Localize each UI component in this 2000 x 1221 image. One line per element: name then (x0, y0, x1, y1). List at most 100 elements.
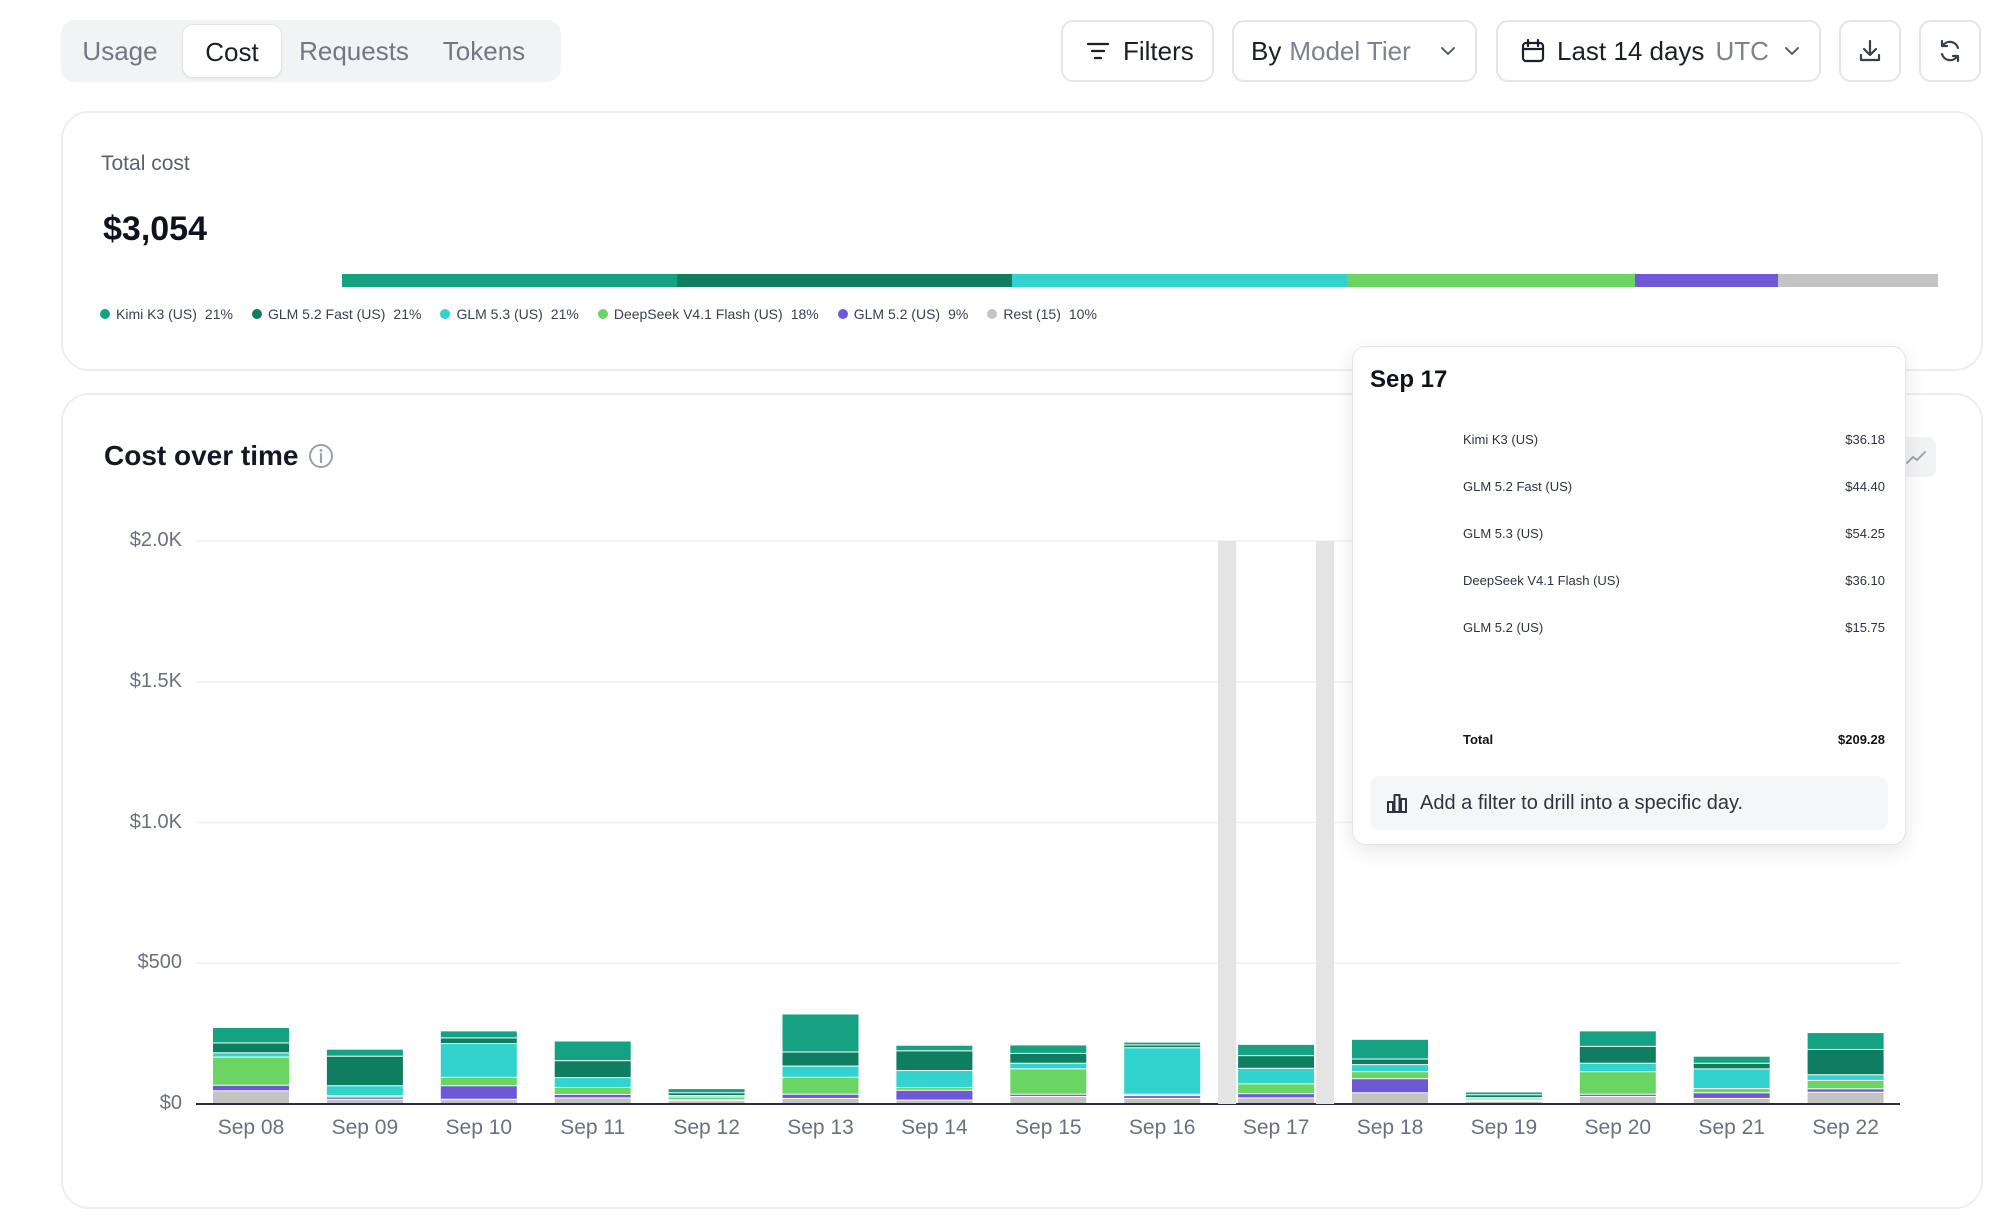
x-tick-label: Sep 10 (445, 1116, 513, 1139)
share-bar-segment (1012, 274, 1348, 287)
legend-item[interactable]: Kimi K3 (US) 21% (100, 306, 233, 322)
tooltip-row: GLM 5.2 (US) $15.75 (1463, 620, 1885, 635)
x-tick-label: Sep 12 (673, 1116, 740, 1139)
legend-percent: 10% (1068, 306, 1097, 322)
date-range-select[interactable]: Last 14 days UTC (1496, 20, 1821, 82)
total-cost-card (61, 111, 1983, 371)
group-by-select[interactable]: By Model Tier (1232, 20, 1477, 82)
share-bar-segment (1778, 274, 1938, 287)
info-icon[interactable] (307, 442, 335, 470)
tab-usage[interactable]: Usage (82, 36, 158, 66)
legend-item[interactable]: GLM 5.2 Fast (US) 21% (251, 306, 422, 322)
y-tick-label: $1.5K (129, 669, 182, 692)
legend-dot (597, 309, 608, 319)
x-tick-label: Sep 09 (331, 1116, 399, 1139)
x-tick-label: Sep 13 (787, 1116, 854, 1139)
tooltip-total-value: $209.28 (1838, 732, 1885, 747)
chevron-down-icon (1784, 47, 1799, 55)
x-tick-label: Sep 22 (1812, 1116, 1879, 1139)
legend-item[interactable]: Rest (15) 10% (987, 306, 1097, 322)
tooltip-row: Kimi K3 (US) $36.18 (1463, 432, 1885, 447)
legend-dot (837, 309, 848, 319)
share-bar-segment (1347, 274, 1635, 287)
x-tick-label: Sep 17 (1242, 1116, 1310, 1139)
legend-item[interactable]: DeepSeek V4.1 Flash (US) 18% (597, 306, 819, 322)
tooltip-row-value: $15.75 (1845, 620, 1885, 635)
group-by-value: Model Tier (1289, 35, 1411, 66)
group-by-prefix: By (1251, 35, 1282, 66)
legend-label: Rest (15) (1003, 306, 1061, 322)
tab-cost[interactable]: Cost (182, 24, 282, 78)
calendar-icon (1521, 38, 1545, 63)
view-tabs: Usage Cost Requests Tokens (61, 20, 561, 82)
refresh-button[interactable] (1919, 20, 1981, 82)
tooltip-row: GLM 5.3 (US) $54.25 (1463, 526, 1885, 541)
tooltip-row-value: $54.25 (1845, 526, 1885, 541)
legend-percent: 9% (948, 306, 969, 322)
tooltip-total-row: Total $209.28 (1463, 732, 1885, 747)
refresh-icon (1940, 39, 1960, 63)
cost-share-bar (342, 274, 1938, 287)
filter-lines-icon (1086, 42, 1110, 60)
share-bar-segment (677, 274, 1013, 287)
x-tick-label: Sep 18 (1356, 1116, 1424, 1139)
line-chart-icon (1906, 451, 1926, 464)
chart-title: Cost over time (104, 440, 299, 471)
tooltip-row-name: GLM 5.2 Fast (US) (1463, 479, 1573, 494)
bar-chart-icon (1387, 794, 1407, 813)
x-tick-label: Sep 20 (1584, 1116, 1652, 1139)
tooltip-row-name: GLM 5.2 (US) (1463, 620, 1544, 635)
x-tick-label: Sep 21 (1698, 1116, 1765, 1139)
x-tick-label: Sep 08 (217, 1116, 285, 1139)
tooltip-date: Sep 17 (1370, 366, 1448, 393)
date-range-label: Last 14 days (1557, 35, 1705, 66)
legend-dot (440, 309, 451, 319)
tooltip-row-name: Kimi K3 (US) (1463, 432, 1539, 447)
tab-tokens[interactable]: Tokens (442, 36, 526, 66)
y-tick-label: $1.0K (129, 810, 182, 833)
legend-item[interactable]: GLM 5.2 (US) 9% (837, 306, 969, 322)
filters-button[interactable]: Filters (1061, 20, 1214, 82)
y-tick-label: $0 (159, 1092, 182, 1114)
legend-label: DeepSeek V4.1 Flash (US) (613, 306, 783, 322)
legend-percent: 18% (790, 306, 819, 322)
tooltip-row-value: $36.10 (1845, 573, 1885, 588)
day-tooltip: Sep 17 Kimi K3 (US) $36.18 GLM 5.2 Fast … (1352, 346, 1906, 845)
legend-label: GLM 5.2 Fast (US) (267, 306, 386, 322)
y-tick-label: $2.0K (129, 529, 182, 551)
chevron-down-icon (1440, 47, 1455, 55)
legend-percent: 21% (550, 306, 579, 322)
tooltip-row-name: GLM 5.3 (US) (1463, 526, 1544, 541)
tooltip-total-label: Total (1463, 732, 1494, 747)
legend-label: GLM 5.3 (US) (456, 306, 543, 322)
tooltip-row: DeepSeek V4.1 Flash (US) $36.10 (1463, 573, 1885, 588)
tooltip-row-name: DeepSeek V4.1 Flash (US) (1463, 573, 1620, 588)
legend-item[interactable]: GLM 5.3 (US) 21% (440, 306, 579, 322)
legend-percent: 21% (204, 306, 233, 322)
tooltip-row: GLM 5.2 Fast (US) $44.40 (1463, 479, 1885, 494)
legend-dot (987, 309, 998, 319)
tooltip-row-value: $36.18 (1845, 432, 1885, 447)
legend-percent: 21% (393, 306, 422, 322)
tooltip-row-value: $44.40 (1845, 479, 1885, 494)
y-tick-label: $500 (137, 951, 183, 974)
x-tick-label: Sep 16 (1128, 1116, 1196, 1139)
share-bar-segment (1634, 274, 1779, 287)
x-tick-label: Sep 14 (901, 1116, 968, 1139)
share-bar-segment (342, 274, 678, 287)
x-tick-label: Sep 15 (1015, 1116, 1082, 1139)
legend-label: Kimi K3 (US) (116, 306, 197, 322)
tooltip-hint: Add a filter to drill into a specific da… (1370, 776, 1888, 830)
legend-dot (251, 309, 262, 319)
x-tick-label: Sep 19 (1470, 1116, 1538, 1139)
download-icon (1859, 39, 1881, 62)
timezone-label: UTC (1715, 35, 1769, 66)
tooltip-hint-text: Add a filter to drill into a specific da… (1420, 791, 1744, 814)
tab-requests[interactable]: Requests (299, 36, 409, 66)
x-tick-label: Sep 11 (560, 1116, 626, 1139)
download-button[interactable] (1839, 20, 1901, 82)
total-cost-value: $3,054 (103, 210, 207, 248)
cost-legend: Kimi K3 (US) 21% GLM 5.2 Fast (US) 21% GLM 5… (100, 306, 1116, 322)
filters-label: Filters (1123, 35, 1194, 66)
total-cost-label: Total cost (101, 152, 190, 175)
